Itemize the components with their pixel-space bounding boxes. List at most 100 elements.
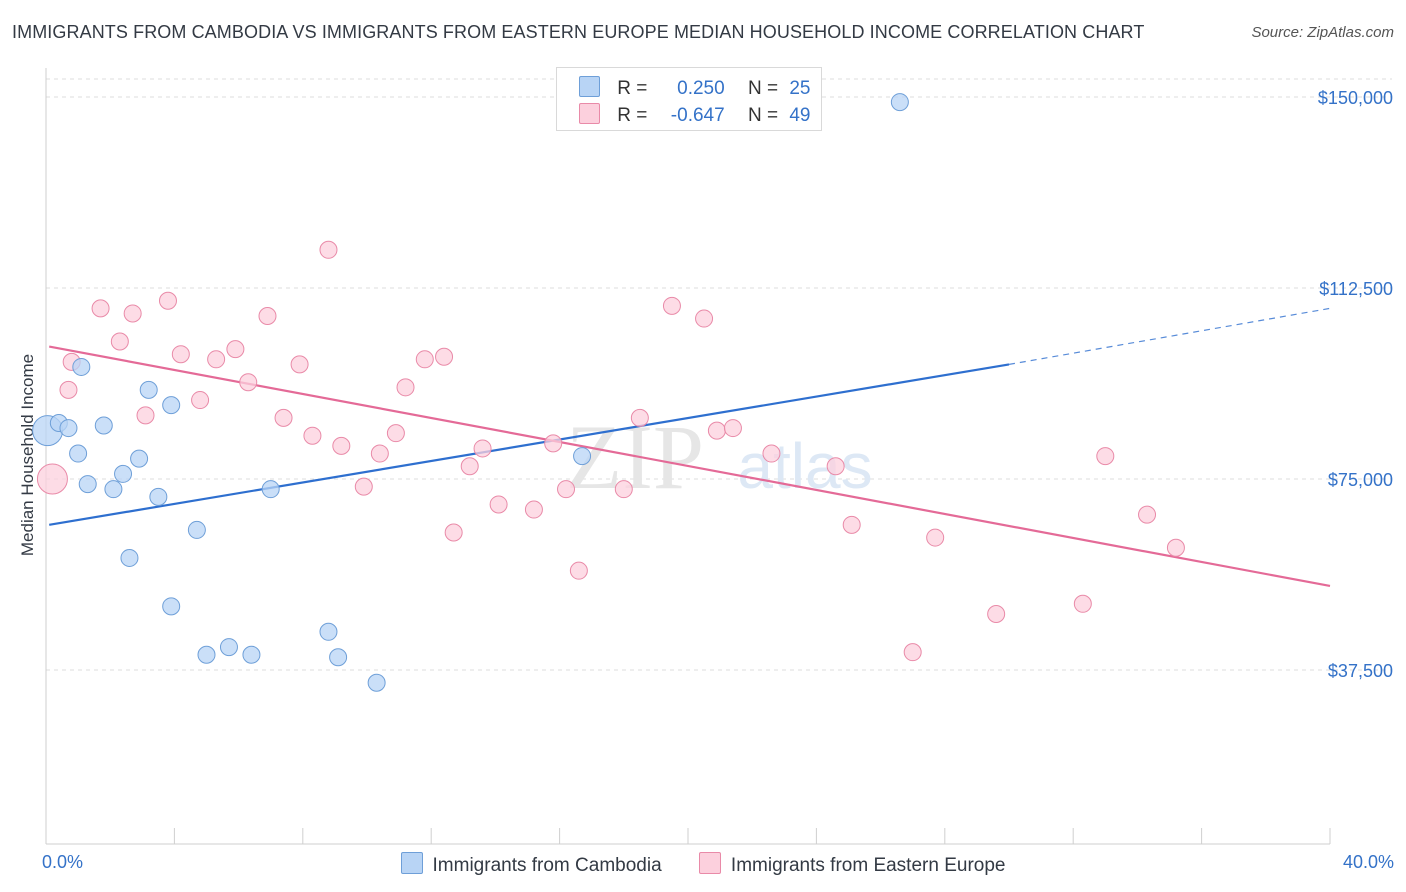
series-legend-cambodia: Immigrants from Cambodia <box>400 852 662 877</box>
x-tick-min: 0.0% <box>42 852 84 872</box>
point-eastern-europe <box>171 345 190 364</box>
point-cambodia <box>120 548 139 567</box>
series-legend: Immigrants from Cambodia Immigrants from… <box>0 852 1406 877</box>
point-cambodia <box>242 645 261 664</box>
point-cambodia <box>197 645 216 664</box>
point-eastern-europe <box>226 340 245 359</box>
point-eastern-europe <box>662 296 681 315</box>
trend-line-cambodia <box>49 363 1010 526</box>
point-eastern-europe <box>826 457 845 476</box>
point-eastern-europe <box>614 480 633 499</box>
legend-row-eastern-europe: R = -0.647 N = 49 <box>579 103 811 126</box>
point-cambodia <box>94 416 113 435</box>
point-eastern-europe <box>762 444 781 463</box>
point-eastern-europe <box>319 240 338 259</box>
legend-n-value: 49 <box>789 105 811 126</box>
point-eastern-europe <box>987 604 1006 623</box>
point-cambodia <box>114 464 133 483</box>
point-eastern-europe <box>842 515 861 534</box>
y-tick-label: $112,500 <box>1319 279 1393 299</box>
point-cambodia <box>72 357 91 376</box>
y-tick-labels: $37,500 $75,000 $112,500 $150,000 <box>1318 88 1393 681</box>
axes <box>45 68 1331 845</box>
series-label: Immigrants from Cambodia <box>432 855 662 876</box>
point-eastern-europe <box>695 309 714 328</box>
point-cambodia <box>219 638 238 657</box>
point-eastern-europe <box>415 350 434 369</box>
point-eastern-europe <box>258 307 277 326</box>
series-legend-eastern-europe: Immigrants from Eastern Europe <box>698 852 1006 877</box>
legend-n-value: 25 <box>789 78 811 99</box>
trend-line-cambodia-extension <box>1008 307 1331 365</box>
point-eastern-europe <box>1138 505 1157 524</box>
point-cambodia <box>162 597 181 616</box>
point-cambodia <box>329 648 348 667</box>
point-eastern-europe <box>59 380 78 399</box>
point-eastern-europe <box>191 391 210 410</box>
legend-r-value: 0.250 <box>677 78 725 99</box>
point-eastern-europe <box>1073 594 1092 613</box>
point-eastern-europe <box>370 444 389 463</box>
point-eastern-europe <box>524 500 543 519</box>
series-label: Immigrants from Eastern Europe <box>730 855 1006 876</box>
point-eastern-europe <box>274 408 293 427</box>
point-eastern-europe <box>290 355 309 374</box>
point-cambodia <box>69 444 88 463</box>
point-cambodia <box>59 419 78 438</box>
legend-swatch-blue <box>579 76 600 97</box>
x-tick-max: 40.0% <box>1342 852 1394 872</box>
point-eastern-europe <box>36 463 68 495</box>
series-swatch-blue <box>400 852 423 874</box>
point-cambodia <box>187 520 206 539</box>
correlation-legend: R = 0.250 N = 25 R = -0.647 N = 49 <box>556 67 822 131</box>
point-eastern-europe <box>723 419 742 438</box>
point-cambodia <box>367 673 386 692</box>
point-eastern-europe <box>557 480 576 499</box>
point-eastern-europe <box>460 457 479 476</box>
chart-title: IMMIGRANTS FROM CAMBODIA VS IMMIGRANTS F… <box>12 22 1145 42</box>
data-points <box>32 93 1185 692</box>
point-cambodia <box>319 622 338 641</box>
legend-r-value: -0.647 <box>670 105 725 126</box>
point-eastern-europe <box>926 528 945 547</box>
y-tick-label: $37,500 <box>1328 661 1393 681</box>
point-eastern-europe <box>435 347 454 366</box>
point-eastern-europe <box>239 373 258 392</box>
y-tick-label: $75,000 <box>1328 470 1393 490</box>
point-eastern-europe <box>444 523 463 542</box>
point-eastern-europe <box>332 436 351 455</box>
point-cambodia <box>139 380 158 399</box>
point-eastern-europe <box>386 424 405 443</box>
point-eastern-europe <box>110 332 129 351</box>
legend-n-label: N = <box>747 105 779 126</box>
point-cambodia <box>149 487 168 506</box>
point-cambodia <box>890 93 909 112</box>
trend-line-eastern-europe <box>49 345 1331 588</box>
watermark-atlas: atlas <box>737 430 872 502</box>
point-cambodia <box>130 449 149 468</box>
trend-lines <box>49 307 1331 588</box>
point-eastern-europe <box>630 408 649 427</box>
point-eastern-europe <box>136 406 155 425</box>
series-swatch-pink <box>698 852 721 874</box>
y-tick-label: $150,000 <box>1318 88 1393 108</box>
point-eastern-europe <box>489 495 508 514</box>
legend-r-label: R = <box>617 105 648 126</box>
point-eastern-europe <box>303 426 322 445</box>
point-eastern-europe <box>707 421 726 440</box>
point-eastern-europe <box>903 643 922 662</box>
point-eastern-europe <box>396 378 415 397</box>
point-eastern-europe <box>354 477 373 496</box>
legend-n-label: N = <box>747 78 779 99</box>
point-cambodia <box>261 480 280 499</box>
legend-row-cambodia: R = 0.250 N = 25 <box>579 76 811 99</box>
point-eastern-europe <box>91 299 110 318</box>
point-eastern-europe <box>1096 447 1115 466</box>
point-cambodia <box>104 480 123 499</box>
source-label: Source: ZipAtlas.com <box>1251 24 1394 41</box>
legend-swatch-pink <box>579 103 600 124</box>
legend-r-label: R = <box>617 78 648 99</box>
point-cambodia <box>573 447 592 466</box>
point-eastern-europe <box>207 350 226 369</box>
point-eastern-europe <box>569 561 588 580</box>
